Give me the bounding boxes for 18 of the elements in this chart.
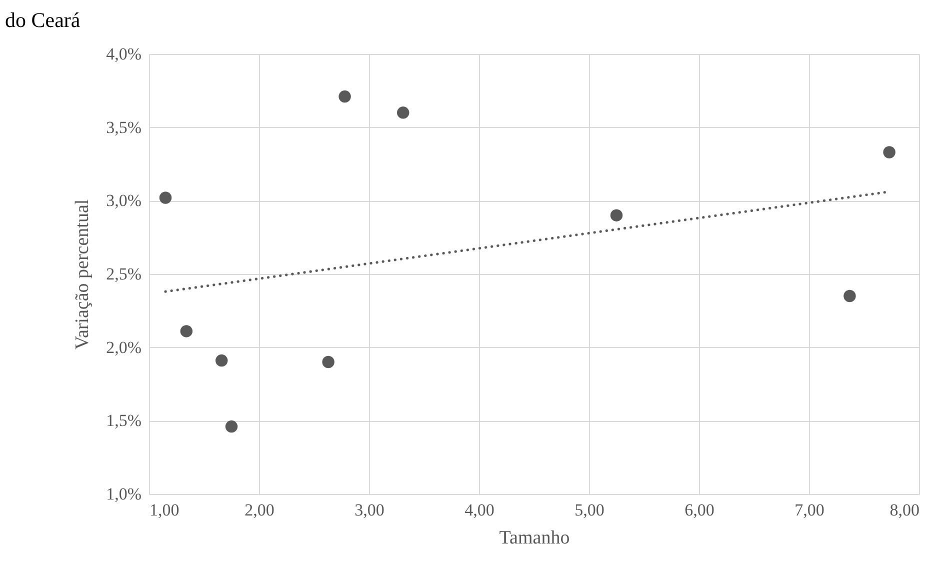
x-tick-label: 4,00 [464, 500, 494, 520]
x-tick-label: 8,00 [890, 500, 920, 520]
y-tick-label: 2,0% [106, 338, 142, 357]
y-tick-label: 3,0% [106, 191, 142, 210]
x-tick-label: 7,00 [794, 500, 824, 520]
y-tick-label: 2,5% [106, 264, 142, 284]
y-tick-label: 1,0% [106, 484, 142, 504]
y-tick-label: 4,0% [106, 44, 142, 64]
chart-title: do Ceará [5, 8, 81, 32]
y-tick-label: 3,5% [106, 118, 142, 137]
x-tick-label: 3,00 [354, 500, 384, 520]
y-tick-label: 1,5% [106, 411, 142, 430]
y-axis-title: Variação percentual [72, 199, 94, 350]
x-tick-label: 1,00 [150, 500, 180, 520]
x-tick-label: 5,00 [574, 500, 604, 520]
x-tick-label: 2,00 [244, 500, 274, 520]
x-tick-label: 6,00 [684, 500, 714, 520]
x-axis-title: Tamanho [499, 528, 570, 548]
